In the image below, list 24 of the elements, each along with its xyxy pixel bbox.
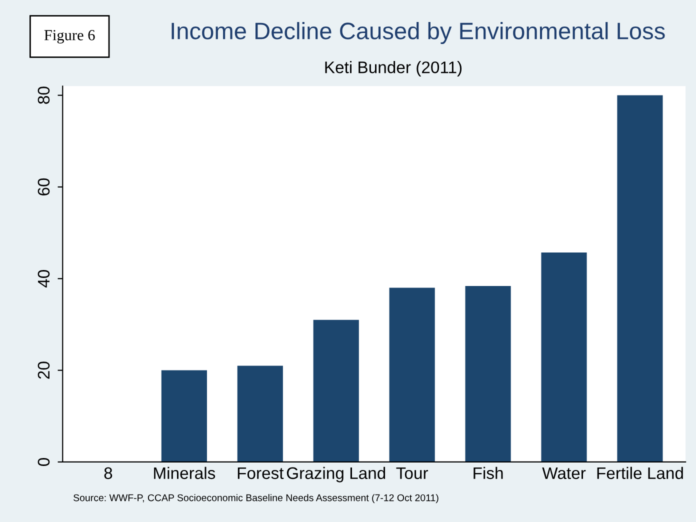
caption: Figure 6 [44, 30, 95, 44]
y-tick-label: 40 [38, 270, 50, 288]
chart-subtitle: Keti Bunder (2011) [325, 61, 462, 77]
y-tick-label: 80 [38, 86, 50, 104]
y-tick-label: 20 [38, 362, 50, 379]
bar [617, 95, 663, 462]
x-tick-label: Water [542, 467, 586, 480]
y-tick-label: 0 [38, 458, 50, 466]
x-tick-label: Fertile Land [597, 466, 683, 480]
bar [389, 288, 435, 462]
x-tick-label: 8 [104, 467, 112, 480]
bar [465, 286, 511, 462]
bar [541, 252, 587, 462]
y-tick-label: 60 [38, 178, 50, 196]
x-tick-label: Grazing Land [286, 466, 386, 482]
x-tick-label: Fish [474, 466, 503, 480]
source-note: Source: WWF-P, CCAP Socioeconomic Baseline Needs Assessment (7-12 Oct 2011) [74, 494, 438, 504]
bar [237, 366, 283, 462]
bar [161, 370, 207, 462]
x-tick-label: Forest [238, 467, 284, 480]
bar [313, 320, 359, 462]
x-tick-label: Tour [396, 467, 428, 480]
x-tick-label: Minerals [154, 466, 216, 480]
chart-title: Income Decline Caused by Environmental Loss [172, 22, 665, 44]
